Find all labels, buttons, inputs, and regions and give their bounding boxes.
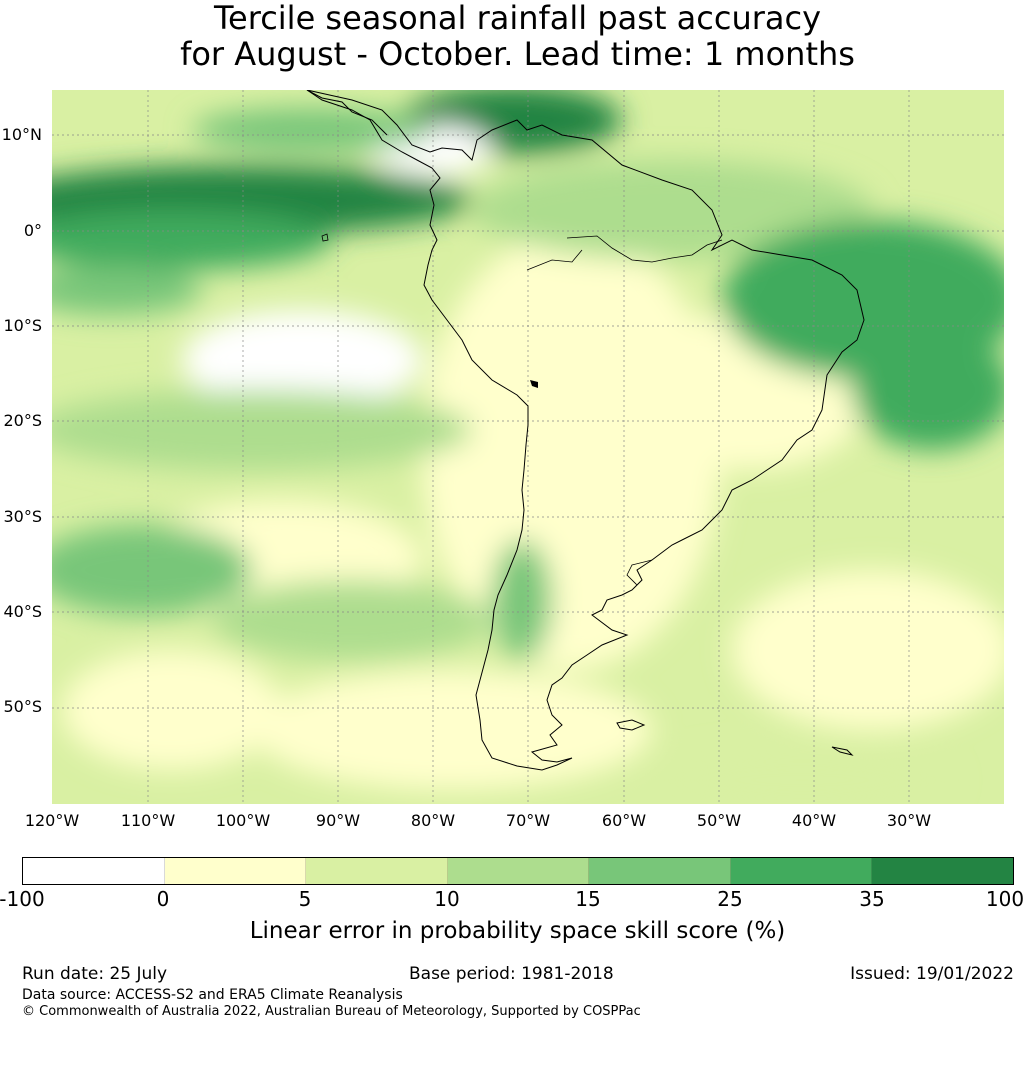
- lon-label: 110°W: [120, 811, 176, 830]
- colorbar-segment: [872, 858, 1014, 884]
- title-line-2: for August - October. Lead time: 1 month…: [180, 35, 855, 73]
- lat-label: 40°S: [3, 602, 42, 621]
- run-date: Run date: 25 July: [22, 964, 168, 984]
- chart-title: Tercile seasonal rainfall past accuracy …: [0, 0, 1035, 72]
- lon-label: 30°W: [886, 811, 932, 830]
- colorbar-segment: [730, 858, 873, 884]
- south-georgia: [831, 746, 854, 756]
- colorbar-tick-label: 10: [434, 887, 460, 911]
- lon-label: 40°W: [791, 811, 837, 830]
- lat-label: 10°S: [3, 316, 42, 335]
- skill-map: [52, 90, 1004, 804]
- skill-map-svg: [52, 90, 1004, 804]
- amazon-river: [566, 235, 723, 263]
- lon-label: 100°W: [215, 811, 271, 830]
- skill-field: [52, 90, 1004, 804]
- rio-de-la-plata: [626, 559, 653, 586]
- title-line-1: Tercile seasonal rainfall past accuracy: [213, 0, 822, 37]
- issued-date: Issued: 19/01/2022: [850, 964, 1014, 984]
- colorbar-segment: [23, 858, 165, 884]
- galapagos: [321, 233, 329, 242]
- lon-label: 80°W: [410, 811, 456, 830]
- colorbar-tick-label: 25: [717, 887, 743, 911]
- lon-label: 60°W: [601, 811, 647, 830]
- colorbar-label: Linear error in probability space skill …: [249, 918, 786, 944]
- copyright: © Commonwealth of Australia 2022, Austra…: [22, 1004, 641, 1019]
- colorbar: [22, 857, 1014, 885]
- base-period: Base period: 1981-2018: [409, 964, 614, 984]
- colorbar-segment: [447, 858, 590, 884]
- lon-label: 70°W: [505, 811, 551, 830]
- colorbar-tick-label: 35: [859, 887, 885, 911]
- central-america-coast: [306, 90, 388, 136]
- lon-label: 50°W: [696, 811, 742, 830]
- colorbar-tick-label: 5: [298, 887, 312, 911]
- data-source: Data source: ACCESS-S2 and ERA5 Climate …: [22, 987, 403, 1003]
- lat-label: 10°N: [1, 125, 42, 144]
- lat-label: 0°: [23, 221, 42, 240]
- colorbar-segment: [306, 858, 448, 884]
- lon-label: 90°W: [315, 811, 361, 830]
- lat-label: 30°S: [3, 507, 42, 526]
- colorbar-tick-label: 15: [575, 887, 601, 911]
- colorbar-tick-label: 0: [156, 887, 170, 911]
- south-america-coastline: [306, 90, 865, 771]
- colorbar-segment: [164, 858, 307, 884]
- lon-label: 120°W: [24, 811, 80, 830]
- lat-label: 50°S: [3, 697, 42, 716]
- colorbar-tick-label: -100: [0, 887, 45, 911]
- falkland-islands: [616, 719, 646, 731]
- river-line: [526, 249, 583, 271]
- colorbar-segment: [589, 858, 731, 884]
- colorbar-tick-label: 100: [985, 887, 1025, 911]
- lat-label: 20°S: [3, 411, 42, 430]
- lake-titicaca: [530, 380, 538, 388]
